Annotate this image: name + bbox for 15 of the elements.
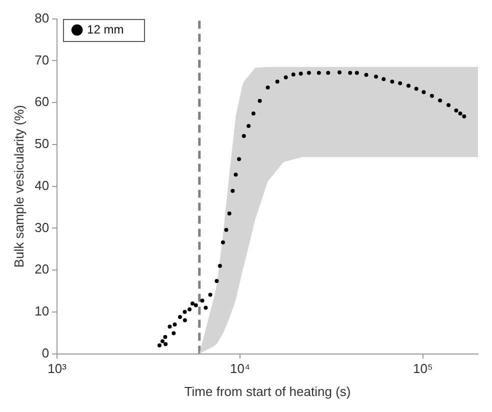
x-axis-title: Time from start of heating (s) bbox=[184, 384, 351, 399]
y-tick-label: 10 bbox=[34, 304, 50, 319]
y-tick-label: 30 bbox=[34, 220, 50, 235]
x-tick-label: 10³ bbox=[48, 361, 68, 376]
y-axis-title: Bulk sample vesicularity (%) bbox=[11, 105, 26, 268]
y-tick-label: 20 bbox=[34, 262, 50, 277]
y-tick-label: 70 bbox=[34, 52, 50, 68]
y-tick-label: 60 bbox=[34, 94, 50, 110]
y-tick-label: 50 bbox=[34, 136, 50, 152]
x-tick-label: 10⁵ bbox=[413, 361, 433, 376]
x-tick-label: 10⁴ bbox=[230, 361, 250, 376]
legend-label: 12 mm bbox=[87, 22, 124, 36]
y-tick-label: 40 bbox=[34, 178, 50, 193]
y-tick-label: 80 bbox=[34, 10, 50, 26]
y-tick-label: 0 bbox=[42, 345, 50, 360]
